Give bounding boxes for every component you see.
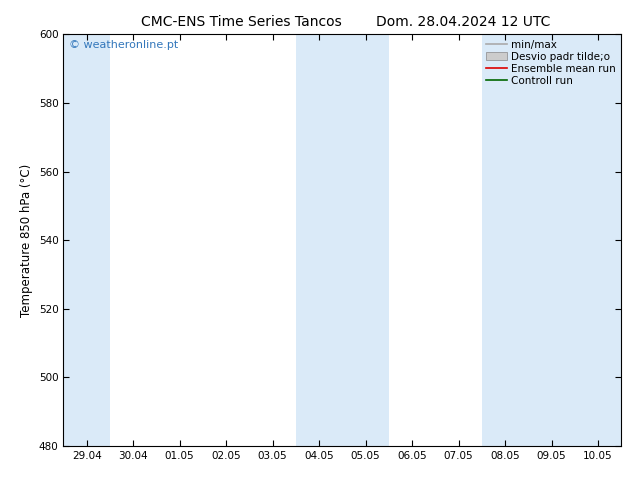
Text: © weatheronline.pt: © weatheronline.pt (69, 41, 178, 50)
Bar (296, 34, 389, 446)
Legend: min/max, Desvio padr tilde;o, Ensemble mean run, Controll run: min/max, Desvio padr tilde;o, Ensemble m… (484, 37, 618, 88)
Bar (482, 34, 621, 446)
Bar (63, 34, 110, 446)
Y-axis label: Temperature 850 hPa (°C): Temperature 850 hPa (°C) (20, 164, 33, 317)
Text: CMC-ENS Time Series Tancos: CMC-ENS Time Series Tancos (141, 15, 341, 29)
Text: Dom. 28.04.2024 12 UTC: Dom. 28.04.2024 12 UTC (375, 15, 550, 29)
